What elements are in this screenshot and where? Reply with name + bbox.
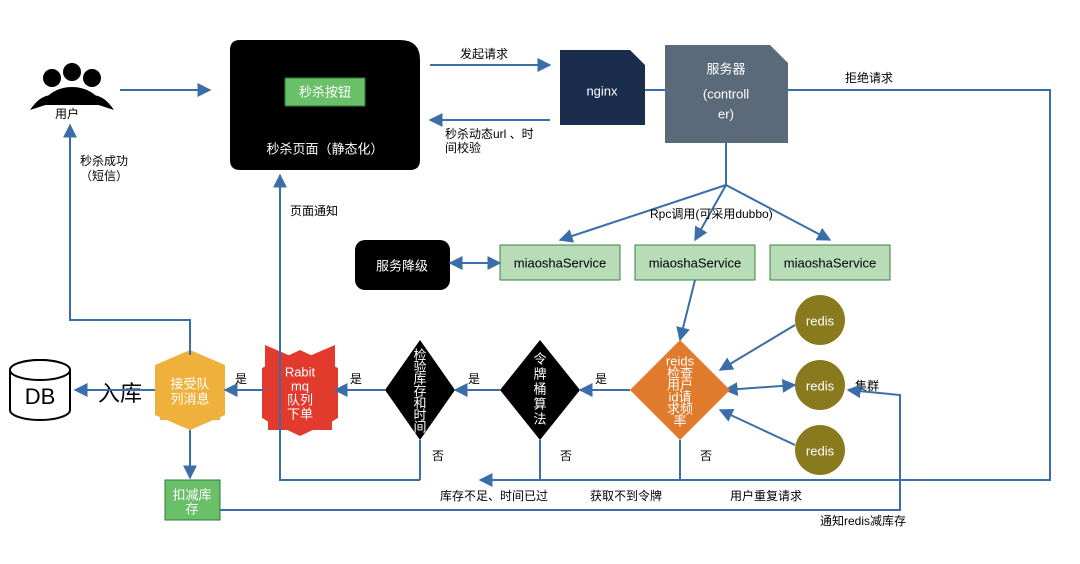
svg-text:miaoshaService: miaoshaService [649,255,742,270]
label-reject: 拒绝请求 [845,70,893,85]
svg-text:（短信）: （短信） [80,169,128,183]
svg-text:令: 令 [533,351,546,366]
svg-text:否: 否 [560,449,572,463]
svg-text:桶: 桶 [533,381,546,396]
label-no-token: 获取不到令牌 [590,488,662,503]
svg-text:列消息: 列消息 [170,391,209,406]
svg-text:服务降级: 服务降级 [376,258,428,273]
label-notify-redis: 通知redis减库存 [820,513,906,528]
diamond-token: 令 牌 桶 算 法 [500,340,580,440]
seckill-page-node: 秒杀按钮 秒杀页面（静态化） [230,40,420,170]
controller-l2: (controll [703,86,749,101]
svg-text:否: 否 [432,449,444,463]
svg-text:秒杀成功: 秒杀成功 [80,153,128,168]
edge-svc-to-freq [680,280,695,340]
label-no-stock: 库存不足、时间已过 [440,488,548,503]
users-icon [30,63,114,110]
svg-text:是: 是 [468,372,480,386]
accept-queue-node: 接受队 列消息 [155,350,225,430]
label-repeat: 用户重复请求 [730,488,802,503]
redis-node-3: redis [795,425,845,475]
svg-text:法: 法 [533,411,546,426]
db-label: DB [25,384,56,409]
label-rpc: Rpc调用(可采用dubbo) [650,207,773,221]
controller-l3: er) [718,106,734,121]
service-node-2: miaoshaService [635,245,755,280]
svg-text:否: 否 [700,449,712,463]
nginx-node: nginx [560,50,645,125]
controller-node: 服务器 (controll er) [665,45,788,143]
svg-text:miaoshaService: miaoshaService [514,255,607,270]
label-page-notify: 页面通知 [290,204,338,218]
degrade-node: 服务降级 [355,240,450,290]
users-label: 用户 [55,106,79,121]
svg-text:是: 是 [235,372,247,386]
svg-text:队列: 队列 [287,392,313,407]
svg-text:是: 是 [350,372,362,386]
svg-text:算: 算 [533,396,546,411]
label-send-request: 发起请求 [460,46,508,61]
inbound-label: 入库 [98,381,142,406]
svg-text:率: 率 [673,413,686,428]
svg-text:Rabit: Rabit [285,364,316,379]
diamond-stock: 检 验 库 存 和 时 间 [385,340,455,440]
label-dynamic-url-1: 秒杀动态url 、时 [445,126,534,141]
svg-text:miaoshaService: miaoshaService [784,255,877,270]
dedupe-node: 扣减库 存 [165,480,220,520]
nginx-label: nginx [586,83,618,98]
seckill-button-label: 秒杀按钮 [299,84,351,99]
redis-node-2: redis [795,360,845,410]
seckill-page-title: 秒杀页面（静态化） [266,141,383,156]
redis-node-1: redis [795,295,845,345]
svg-text:接受队: 接受队 [170,376,209,391]
service-node-1: miaoshaService [500,245,620,280]
edge-redis1-freq [720,325,795,370]
svg-text:牌: 牌 [533,366,546,381]
architecture-diagram: 用户 秒杀按钮 秒杀页面（静态化） 发起请求 秒杀动态url 、时 间校验 ng… [0,0,1080,564]
svg-text:redis: redis [806,378,835,393]
diamond-frequency: reids 检查 用户 id请 求频 率 [630,340,730,440]
svg-text:是: 是 [595,372,607,386]
svg-text:存: 存 [185,501,198,516]
edge-redis2-freq [725,385,795,390]
svg-text:redis: redis [806,313,835,328]
rabbitmq-node: Rabit mq 队列 下单 [262,345,338,436]
label-dynamic-url-2: 间校验 [445,140,481,155]
controller-l1: 服务器 [706,61,745,76]
edge-redis3-freq [720,410,795,445]
db-node: DB [10,360,70,420]
svg-text:下单: 下单 [287,406,313,421]
svg-text:mq: mq [291,378,309,393]
svg-text:redis: redis [806,443,835,458]
edge-reject [480,90,1050,480]
svg-text:间: 间 [413,419,426,434]
svg-text:扣减库: 扣减库 [172,487,211,502]
service-node-3: miaoshaService [770,245,890,280]
